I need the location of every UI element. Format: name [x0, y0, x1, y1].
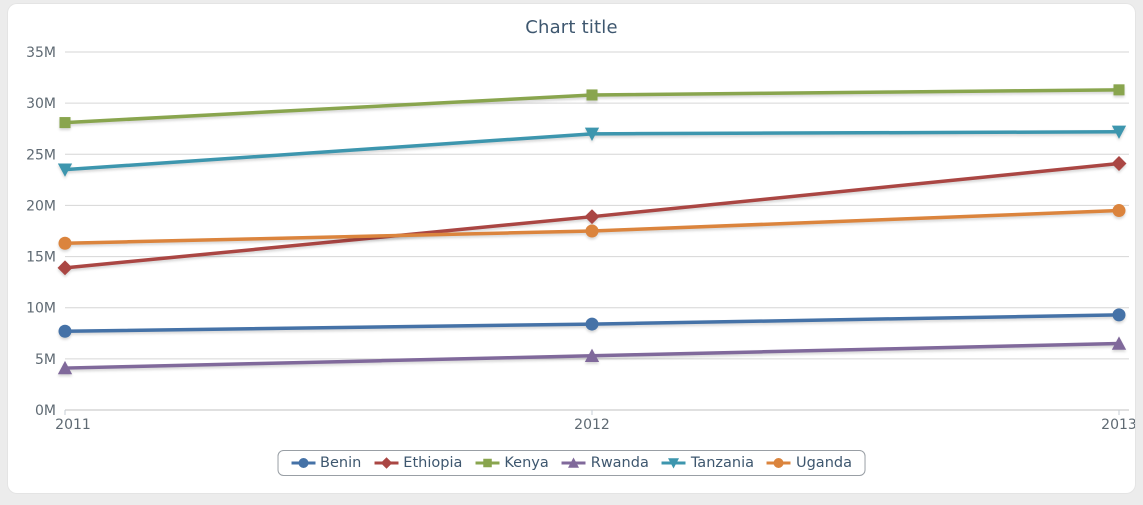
legend-symbol-kenya-icon — [483, 458, 492, 468]
legend: Benin Ethiopia Kenya Rwanda Tanzania Uganda — [277, 450, 866, 476]
y-axis-label-0m: 0M — [35, 403, 56, 419]
series-kenya — [59, 84, 1125, 129]
y-axis-label-25m: 25M — [26, 147, 56, 163]
series-rwanda — [57, 336, 1127, 375]
y-axis-label-15m: 15M — [26, 250, 56, 266]
data-point-ethiopia-2012[interactable] — [584, 209, 600, 225]
legend-item-benin[interactable]: Benin — [291, 455, 361, 471]
data-point-rwanda-2013[interactable] — [1111, 336, 1127, 350]
legend-symbol-rwanda-icon — [568, 457, 580, 468]
series-benin — [58, 308, 1126, 338]
legend-symbol-uganda-icon — [773, 458, 784, 468]
legend-item-uganda[interactable]: Uganda — [766, 455, 852, 471]
x-axis-label-2013: 2013 — [1101, 417, 1135, 433]
legend-marker-tanzania — [661, 458, 686, 469]
legend-symbol-tanzania-icon — [668, 458, 680, 469]
legend-item-kenya[interactable]: Kenya — [475, 455, 549, 471]
legend-symbol-benin-icon — [298, 458, 309, 468]
chart-card: Chart title 0M 5M 10M 15M 20M 25M 30M 35M 2011 20… — [8, 4, 1135, 493]
legend-label-ethiopia: Ethiopia — [403, 455, 463, 471]
legend-label-kenya: Kenya — [504, 455, 549, 471]
legend-label-rwanda: Rwanda — [590, 455, 649, 471]
y-axis-label-5m: 5M — [35, 352, 56, 368]
legend-marker-benin — [291, 458, 316, 468]
legend-marker-ethiopia — [374, 457, 399, 469]
legend-marker-kenya — [475, 458, 500, 468]
legend-marker-uganda — [766, 458, 791, 468]
data-point-tanzania-2012[interactable] — [584, 127, 600, 141]
x-axis-label-2011: 2011 — [55, 417, 91, 433]
legend-symbol-ethiopia-icon — [380, 457, 393, 469]
data-point-tanzania-2013[interactable] — [1111, 125, 1127, 139]
y-axis-label-30m: 30M — [26, 96, 56, 112]
data-point-kenya-2013[interactable] — [1113, 84, 1125, 96]
y-axis-label-10m: 10M — [26, 301, 56, 317]
x-axis-label-2012: 2012 — [574, 417, 610, 433]
data-point-uganda-2013[interactable] — [1112, 204, 1126, 218]
data-point-benin-2011[interactable] — [58, 324, 72, 338]
data-point-uganda-2011[interactable] — [58, 236, 72, 250]
legend-marker-rwanda — [561, 457, 586, 468]
chart-title: Chart title — [525, 17, 618, 38]
data-point-kenya-2011[interactable] — [59, 117, 71, 129]
data-point-uganda-2012[interactable] — [585, 224, 599, 238]
data-point-ethiopia-2013[interactable] — [1111, 156, 1127, 171]
legend-label-uganda: Uganda — [795, 455, 852, 471]
legend-label-tanzania: Tanzania — [690, 455, 754, 471]
series-tanzania — [57, 125, 1127, 177]
data-point-kenya-2012[interactable] — [586, 89, 598, 101]
legend-item-tanzania[interactable]: Tanzania — [661, 455, 754, 471]
data-point-rwanda-2012[interactable] — [584, 348, 600, 362]
data-point-benin-2012[interactable] — [585, 317, 599, 331]
y-axis-label-20m: 20M — [26, 198, 56, 214]
data-point-benin-2013[interactable] — [1112, 308, 1126, 322]
data-point-ethiopia-2011[interactable] — [57, 260, 73, 276]
series-uganda — [58, 204, 1126, 250]
chart-plot-area: 0M 5M 10M 15M 20M 25M 30M 35M 2011 2012 2013 — [26, 45, 1135, 433]
legend-item-ethiopia[interactable]: Ethiopia — [374, 455, 462, 471]
y-axis-label-35m: 35M — [26, 45, 56, 61]
data-point-rwanda-2011[interactable] — [57, 360, 73, 375]
data-point-tanzania-2011[interactable] — [57, 163, 73, 177]
legend-label-benin: Benin — [320, 455, 362, 471]
legend-item-rwanda[interactable]: Rwanda — [561, 455, 649, 471]
